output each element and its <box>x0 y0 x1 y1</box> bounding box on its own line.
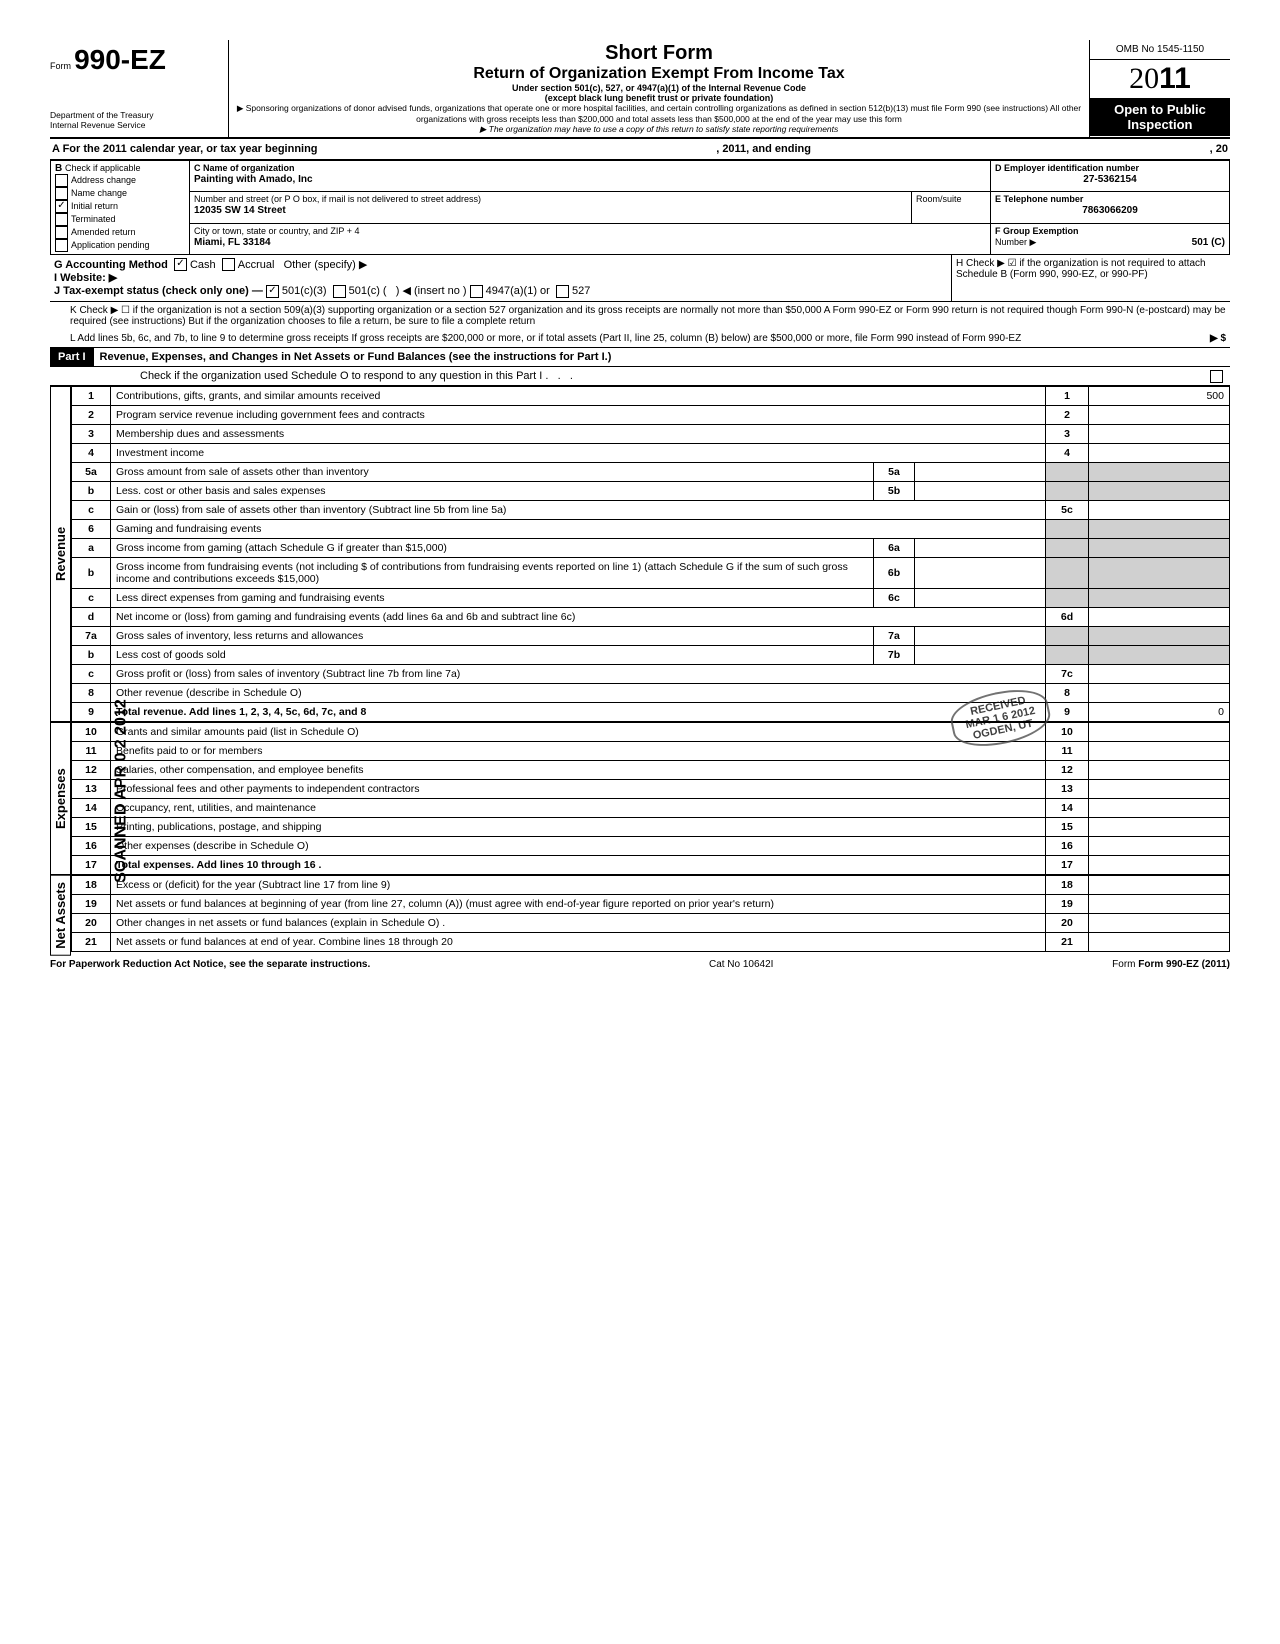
line-14: 14Occupancy, rent, utilities, and mainte… <box>72 799 1230 818</box>
form-number: 990-EZ <box>74 44 166 75</box>
line-h: H Check ▶ ☑ if the organization is not r… <box>952 255 1230 301</box>
line-6: 6Gaming and fundraising events <box>72 520 1230 539</box>
tax-year: 2011 <box>1090 60 1230 98</box>
line-c: cLess direct expenses from gaming and fu… <box>72 589 1230 608</box>
line-11: 11Benefits paid to or for members11 <box>72 742 1230 761</box>
line-9: 9Total revenue. Add lines 1, 2, 3, 4, 5c… <box>72 703 1230 722</box>
net-asset-lines: 18Excess or (deficit) for the year (Subt… <box>71 875 1230 952</box>
form-label: Form <box>50 61 71 71</box>
checkbox-address-change[interactable]: Address change <box>55 174 185 187</box>
line-c: cGain or (loss) from sale of assets othe… <box>72 501 1230 520</box>
line-1: 1Contributions, gifts, grants, and simil… <box>72 387 1230 406</box>
room-suite: Room/suite <box>916 194 962 204</box>
line-a: A For the 2011 calendar year, or tax yea… <box>50 139 1230 160</box>
line-2: 2Program service revenue including gover… <box>72 406 1230 425</box>
page-footer: For Paperwork Reduction Act Notice, see … <box>50 956 1230 970</box>
scanned-stamp: SCANNED APR 0 2 2012 <box>113 699 131 882</box>
title-short-form: Short Form <box>235 42 1083 65</box>
line-10: 10Grants and similar amounts paid (list … <box>72 723 1230 742</box>
line-g: G Accounting Method ✓Cash Accrual Other … <box>54 258 947 272</box>
line-17: 17Total expenses. Add lines 10 through 1… <box>72 856 1230 875</box>
phone: 7863066209 <box>995 205 1225 216</box>
dept-irs: Internal Revenue Service <box>50 120 220 130</box>
city: Miami, FL 33184 <box>194 237 271 248</box>
line-12: 12Salaries, other compensation, and empl… <box>72 761 1230 780</box>
footer-left: For Paperwork Reduction Act Notice, see … <box>50 959 370 970</box>
open-to-public: Open to PublicInspection <box>1090 98 1230 136</box>
line-3: 3Membership dues and assessments3 <box>72 425 1230 444</box>
revenue-lines: 1Contributions, gifts, grants, and simil… <box>71 386 1230 722</box>
city-label: City or town, state or country, and ZIP … <box>194 226 360 236</box>
right-box: OMB No 1545-1150 2011 Open to PublicInsp… <box>1089 40 1230 137</box>
title-copy: ▶ The organization may have to use a cop… <box>235 124 1083 135</box>
line-13: 13Professional fees and other payments t… <box>72 780 1230 799</box>
form-header: Form 990-EZ Department of the Treasury I… <box>50 40 1230 139</box>
checkbox-terminated[interactable]: Terminated <box>55 213 185 226</box>
line-4: 4Investment income4 <box>72 444 1230 463</box>
title-sponsor: ▶ Sponsoring organizations of donor advi… <box>235 103 1083 124</box>
line-b: bLess. cost or other basis and sales exp… <box>72 482 1230 501</box>
line-20: 20Other changes in net assets or fund ba… <box>72 914 1230 933</box>
line-c: cGross profit or (loss) from sales of in… <box>72 665 1230 684</box>
section-c-label: C Name of organization <box>194 163 295 173</box>
line-15: 15Printing, publications, postage, and s… <box>72 818 1230 837</box>
line-19: 19Net assets or fund balances at beginni… <box>72 895 1230 914</box>
net-assets-side-label: Net Assets <box>50 875 71 956</box>
line-b: bLess cost of goods sold7b <box>72 646 1230 665</box>
revenue-side-label: Revenue <box>50 386 71 722</box>
line-i: I Website: ▶ <box>54 271 947 284</box>
line-16: 16Other expenses (describe in Schedule O… <box>72 837 1230 856</box>
title-box: Short Form Return of Organization Exempt… <box>229 40 1089 137</box>
expense-lines: 10Grants and similar amounts paid (list … <box>71 722 1230 875</box>
ein: 27-5362154 <box>995 174 1225 185</box>
part-1-title: Revenue, Expenses, and Changes in Net As… <box>94 348 1230 366</box>
line-7a: 7aGross sales of inventory, less returns… <box>72 627 1230 646</box>
org-name: Painting with Amado, Inc <box>194 174 313 185</box>
line-d: dNet income or (loss) from gaming and fu… <box>72 608 1230 627</box>
line-a: aGross income from gaming (attach Schedu… <box>72 539 1230 558</box>
street: 12035 SW 14 Street <box>194 205 286 216</box>
title-except: (except black lung benefit trust or priv… <box>235 93 1083 103</box>
checkbox-application-pending[interactable]: Application pending <box>55 239 185 252</box>
line-21: 21Net assets or fund balances at end of … <box>72 933 1230 952</box>
part-1-header: Part I Revenue, Expenses, and Changes in… <box>50 347 1230 367</box>
line-8: 8Other revenue (describe in Schedule O)8 <box>72 684 1230 703</box>
line-k: K Check ▶ ☐ if the organization is not a… <box>50 302 1230 330</box>
dept-treasury: Department of the Treasury <box>50 110 220 120</box>
form-number-box: Form 990-EZ Department of the Treasury I… <box>50 40 229 137</box>
line-l: L Add lines 5b, 6c, and 7b, to line 9 to… <box>50 330 1230 347</box>
section-d-label: D Employer identification number <box>995 163 1139 173</box>
checkbox-initial-return[interactable]: ✓Initial return <box>55 200 185 213</box>
omb-number: OMB No 1545-1150 <box>1090 40 1230 60</box>
footer-cat: Cat No 10642I <box>709 959 774 970</box>
checkbox-amended-return[interactable]: Amended return <box>55 226 185 239</box>
header-grid: B Check if applicable Address changeName… <box>50 160 1230 255</box>
line-b: bGross income from fundraising events (n… <box>72 558 1230 589</box>
section-e-label: E Telephone number <box>995 194 1083 204</box>
line-j: J Tax-exempt status (check only one) — ✓… <box>54 284 947 298</box>
section-b-label: B <box>55 163 62 174</box>
footer-form: Form Form 990-EZ (2011) <box>1112 959 1230 970</box>
title-return: Return of Organization Exempt From Incom… <box>235 65 1083 83</box>
line-18: 18Excess or (deficit) for the year (Subt… <box>72 876 1230 895</box>
part-1-sub: Check if the organization used Schedule … <box>50 367 1230 386</box>
addr-label: Number and street (or P O box, if mail i… <box>194 194 481 204</box>
title-under: Under section 501(c), 527, or 4947(a)(1)… <box>235 83 1083 93</box>
part-1-badge: Part I <box>50 348 94 366</box>
expenses-side-label: Expenses <box>50 722 71 875</box>
section-f-label: F Group Exemption <box>995 226 1079 236</box>
line-5a: 5aGross amount from sale of assets other… <box>72 463 1230 482</box>
checkbox-name-change[interactable]: Name change <box>55 187 185 200</box>
